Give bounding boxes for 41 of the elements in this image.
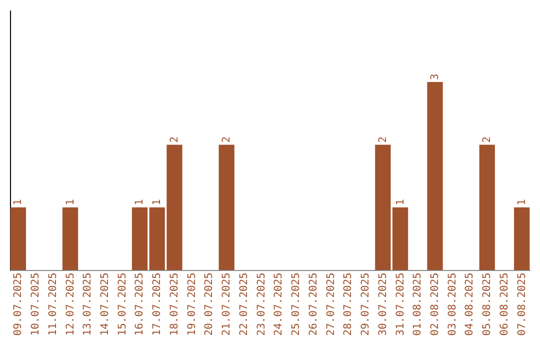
- x-tick-label: 25.07.2025: [290, 272, 302, 336]
- data-label: 3: [428, 74, 441, 80]
- x-tick-label: 16.07.2025: [134, 272, 146, 336]
- x-tick-label: 14.07.2025: [99, 272, 112, 336]
- data-label: 1: [394, 199, 406, 206]
- x-tick-label: 06.08.2025: [498, 272, 510, 336]
- x-tick-label: 01.08.2025: [412, 272, 424, 336]
- x-tick-label: 02.08.2025: [428, 272, 441, 336]
- data-label: 1: [134, 199, 146, 206]
- data-label: 2: [481, 136, 494, 143]
- x-tick-label: 20.07.2025: [203, 272, 216, 336]
- data-label: 1: [516, 199, 528, 206]
- x-tick-label: 21.07.2025: [220, 272, 233, 336]
- x-tick-label: 31.07.2025: [394, 272, 406, 336]
- data-label: 2: [168, 136, 180, 143]
- x-tick-label: 09.07.2025: [12, 272, 24, 336]
- x-tick-label: 10.07.2025: [30, 272, 42, 336]
- x-tick-label: 22.07.2025: [238, 272, 250, 336]
- data-label: 1: [151, 199, 164, 206]
- x-tick-label: 13.07.2025: [82, 272, 94, 336]
- x-tick-label: 03.08.2025: [446, 272, 458, 336]
- data-label: 1: [12, 199, 24, 206]
- x-tick-label: 27.07.2025: [324, 272, 337, 336]
- x-tick-label: 24.07.2025: [272, 272, 285, 336]
- x-tick-label: 07.08.2025: [516, 272, 528, 336]
- x-tick-label: 28.07.2025: [342, 272, 354, 336]
- x-tick-label: 11.07.2025: [46, 272, 59, 336]
- data-label: 1: [64, 199, 76, 206]
- x-tick-label: 12.07.2025: [64, 272, 76, 336]
- x-tick-label: 19.07.2025: [186, 272, 198, 336]
- x-tick-label: 18.07.2025: [168, 272, 180, 336]
- x-tick-label: 26.07.2025: [307, 272, 320, 336]
- x-tick-label: 17.07.2025: [151, 272, 164, 336]
- x-tick-label: 05.08.2025: [481, 272, 494, 336]
- x-tick-label: 23.07.2025: [255, 272, 268, 336]
- x-tick-label: 30.07.2025: [376, 272, 389, 336]
- data-label: 2: [220, 136, 233, 143]
- x-tick-label: 29.07.2025: [360, 272, 372, 336]
- x-tick-label: 04.08.2025: [464, 272, 476, 336]
- x-tick-label: 15.07.2025: [116, 272, 128, 336]
- data-label: 2: [376, 136, 389, 143]
